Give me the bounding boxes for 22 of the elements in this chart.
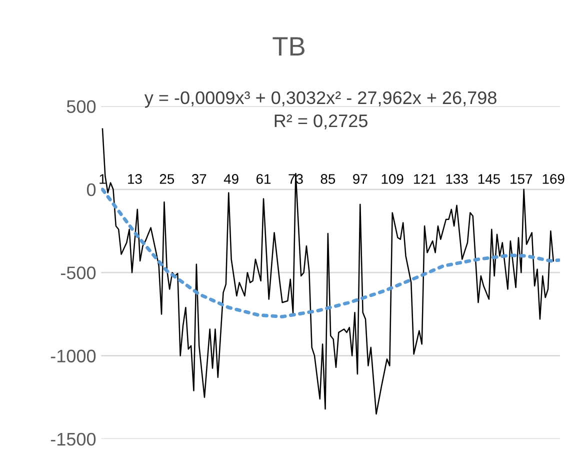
x-tick-label: 133 — [446, 174, 468, 184]
chart-title: TB — [272, 37, 304, 56]
annotation: y = -0,0009x³ + 0,3032x² - 27,962x + 26,798 — [144, 91, 496, 108]
line-series — [101, 188, 560, 318]
x-tick-label: 85 — [320, 174, 336, 184]
x-tick-label: 49 — [224, 174, 238, 184]
y-tick-label: -500 — [60, 266, 96, 280]
y-tick-label: 500 — [66, 100, 96, 113]
y-tick-label: -1000 — [50, 350, 96, 362]
x-tick-label: 169 — [542, 174, 564, 184]
x-tick-label: 145 — [478, 174, 500, 184]
y-tick-label: 0 — [86, 183, 96, 196]
x-tick-label: 25 — [160, 174, 174, 184]
x-tick-label: 13 — [128, 174, 142, 184]
x-tick-label: 37 — [192, 174, 206, 184]
x-tick-label: 121 — [414, 174, 436, 184]
x-tick-label: 61 — [256, 174, 271, 184]
annotation: R² = 0,2725 — [274, 114, 368, 130]
x-tick-label: 157 — [510, 174, 532, 184]
y-tick-label: -1500 — [50, 432, 96, 446]
x-tick-label: 109 — [382, 174, 404, 184]
x-tick-label: 97 — [353, 174, 368, 184]
